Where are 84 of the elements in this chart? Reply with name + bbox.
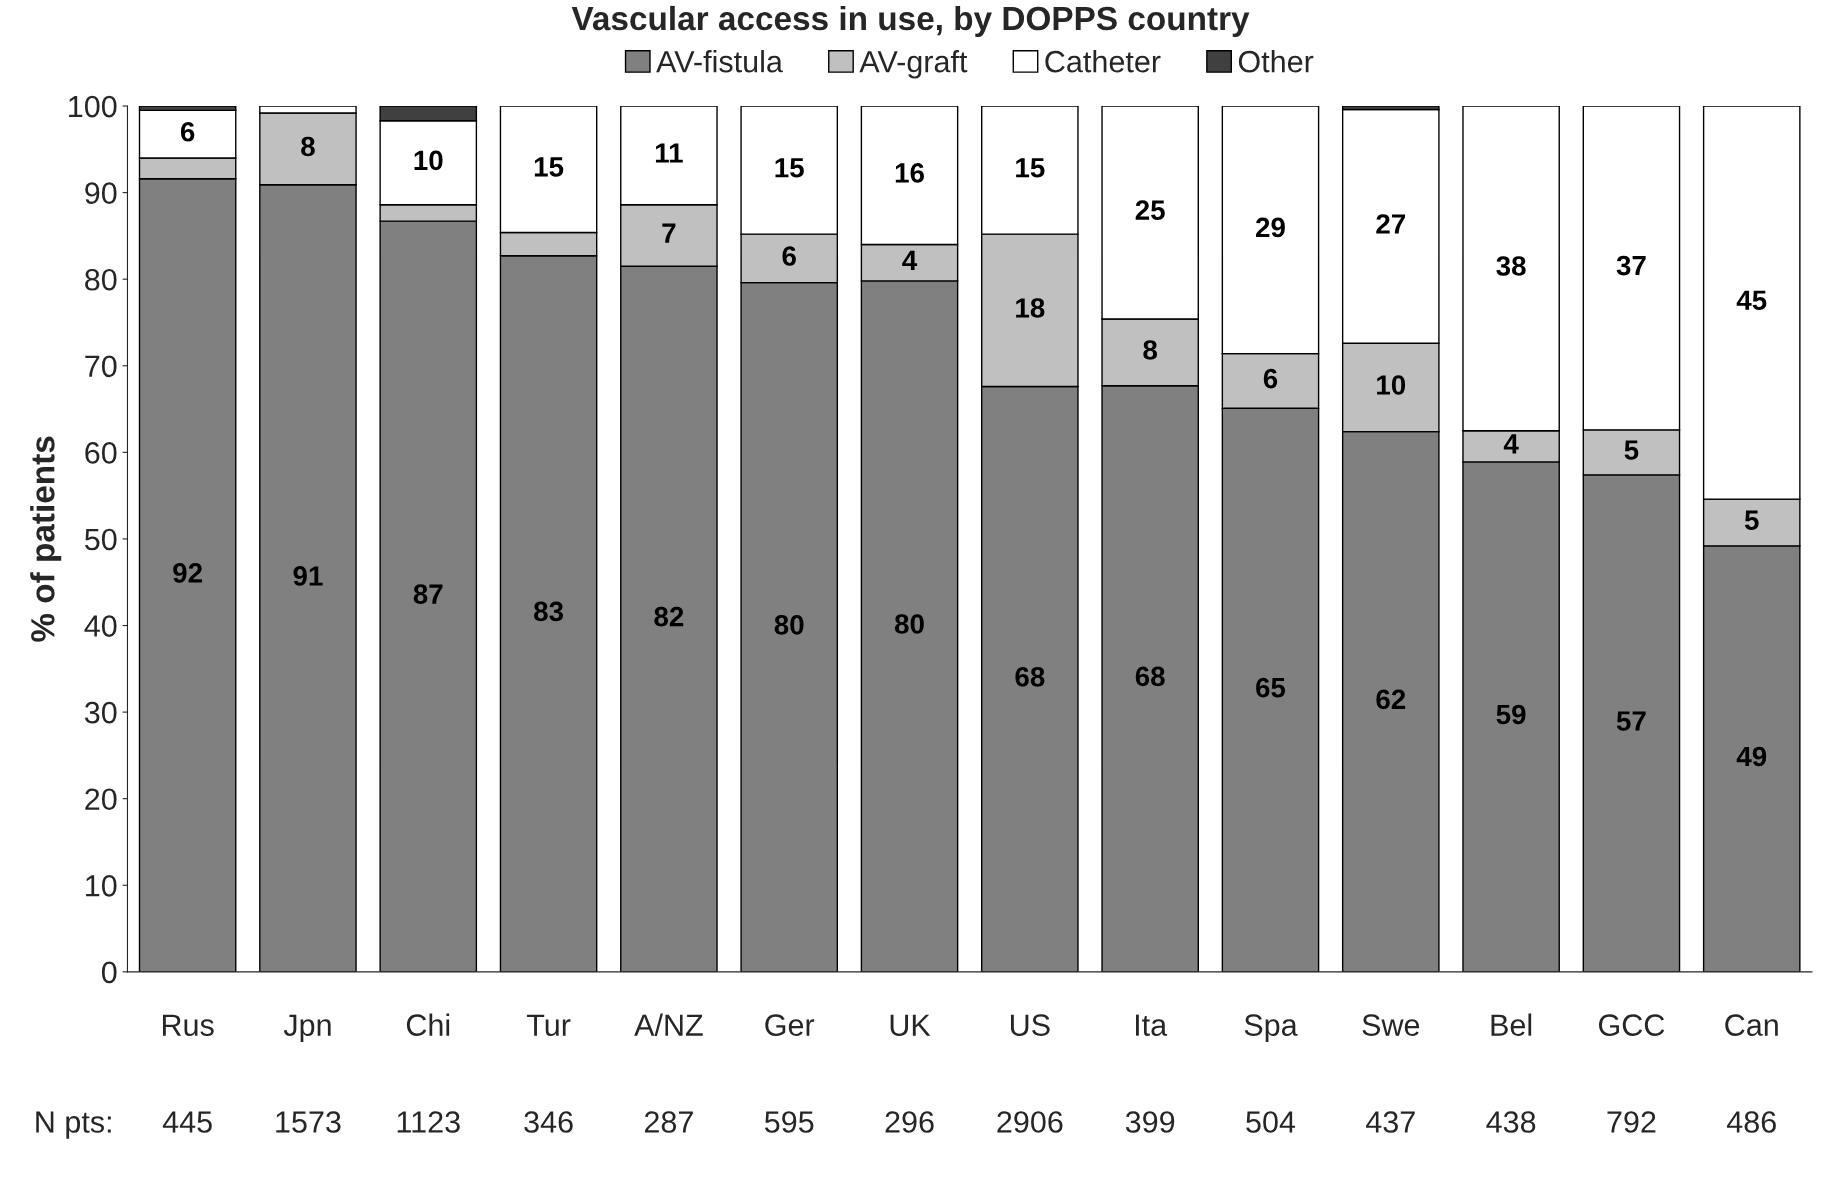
text: 296 [885, 1111, 934, 1133]
y-tick-label: 40 [84, 615, 117, 637]
text: 595 [764, 1111, 814, 1133]
legend-label: AV-fistula [656, 50, 783, 73]
chart-title: Vascular access in use, by DOPPS country [571, 5, 1250, 37]
data-label: 68 [1135, 666, 1165, 687]
data-label: 15 [775, 158, 804, 178]
data-label: 59 [1496, 704, 1526, 725]
data-label: 38 [1496, 256, 1526, 276]
text: 1573 [276, 1111, 341, 1133]
data-label: 87 [413, 584, 443, 604]
data-label: 6 [782, 246, 796, 266]
data-label: 65 [1256, 677, 1286, 698]
data-label: 25 [1135, 200, 1165, 220]
data-label: 8 [301, 136, 315, 157]
x-tick-label: Jpn [283, 1014, 331, 1042]
x-tick-label: Can [1725, 1014, 1778, 1036]
data-label: 57 [1616, 711, 1646, 731]
data-label: 6 [180, 121, 195, 142]
data-label: 4 [902, 250, 918, 270]
data-label: 82 [654, 606, 684, 627]
data-label: 5 [1744, 510, 1759, 530]
x-tick-label: GCC [1599, 1014, 1665, 1036]
data-label: 18 [1016, 298, 1045, 318]
text: 1123 [397, 1111, 460, 1133]
text: 2906 [997, 1111, 1063, 1133]
data-label: 80 [774, 615, 804, 635]
legend-label: Catheter [1045, 50, 1161, 73]
y-tick-label: 70 [85, 355, 117, 378]
x-tick-label: US [1010, 1014, 1050, 1036]
legend-label: AV-graft [859, 50, 968, 79]
data-label: 91 [293, 566, 323, 586]
x-tick-label: A/NZ [634, 1013, 703, 1036]
text: 486 [1726, 1111, 1776, 1133]
x-tick-label: Chi [406, 1013, 450, 1036]
y-tick-label: 0 [101, 961, 117, 984]
x-tick-label: Swe [1362, 1014, 1420, 1036]
y-tick-label: 30 [84, 701, 117, 724]
x-tick-label: Ger [765, 1014, 815, 1036]
y-tick-label: 50 [84, 528, 117, 551]
data-label: 80 [894, 614, 924, 634]
y-tick-label: 60 [85, 442, 117, 464]
y-tick-label: 100 [69, 95, 117, 118]
data-label: 92 [173, 563, 202, 583]
legend-label: Other [1238, 50, 1314, 73]
text: 438 [1486, 1111, 1536, 1133]
data-label: 7 [662, 223, 676, 243]
data-label: 15 [1016, 158, 1045, 178]
data-label: 4 [1503, 434, 1519, 454]
data-label: 5 [1624, 440, 1639, 460]
text: 504 [1246, 1111, 1296, 1133]
y-tick-label: 20 [85, 788, 117, 811]
y-tick-label: 10 [86, 875, 117, 897]
x-tick-label: UK [890, 1014, 931, 1036]
text: 445 [162, 1111, 212, 1133]
data-label: 16 [895, 163, 924, 183]
text: 792 [1607, 1111, 1656, 1133]
text: 437 [1366, 1111, 1415, 1133]
data-label: 10 [1377, 375, 1406, 395]
data-label: 15 [534, 157, 564, 177]
data-label: 10 [414, 150, 443, 171]
data-label: 8 [1143, 340, 1158, 360]
x-tick-label: Rus [162, 1014, 214, 1036]
data-label: 83 [534, 601, 564, 622]
data-label: 62 [1376, 689, 1406, 710]
data-label: 29 [1255, 217, 1285, 238]
x-tick-label: Bel [1491, 1013, 1532, 1036]
data-label: 49 [1736, 746, 1767, 767]
data-label: 68 [1015, 666, 1045, 687]
text: 399 [1125, 1111, 1175, 1133]
text: N pts: [36, 1111, 111, 1139]
y-tick-label: 90 [85, 182, 117, 204]
x-tick-label: Spa [1244, 1014, 1298, 1042]
text: 287 [644, 1111, 693, 1133]
data-label: 6 [1263, 368, 1278, 389]
y-tick-label: 80 [85, 268, 117, 291]
x-tick-label: Ita [1135, 1014, 1168, 1036]
data-label: 11 [655, 143, 683, 163]
text: 346 [524, 1111, 573, 1133]
data-label: 27 [1376, 214, 1406, 234]
x-tick-label: Tur [526, 1014, 571, 1036]
data-label: 45 [1736, 290, 1767, 311]
y-axis-title: % of patients [30, 436, 62, 642]
data-label: 37 [1616, 255, 1646, 276]
